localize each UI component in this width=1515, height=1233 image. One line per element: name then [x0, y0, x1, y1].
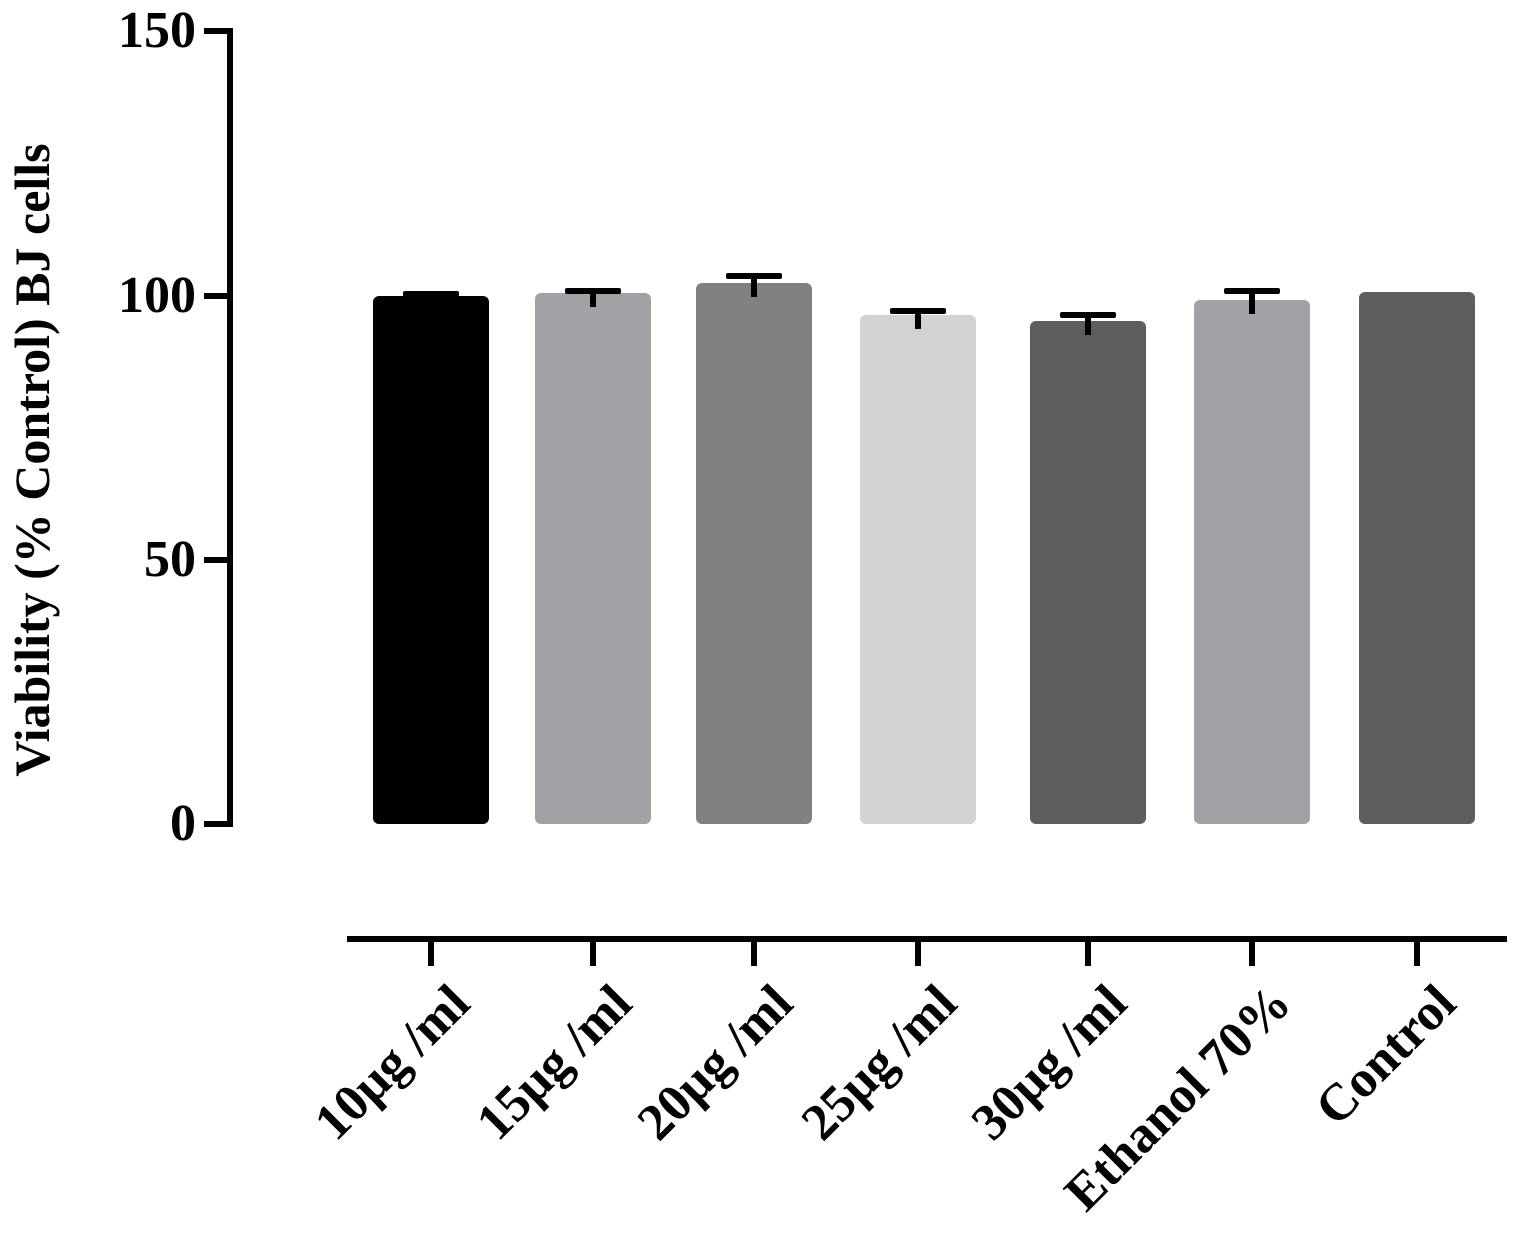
x-axis-line: [347, 936, 1507, 942]
y-axis-tick: [204, 292, 230, 299]
x-tick-label: Control: [1304, 974, 1467, 1137]
x-axis-tick: [590, 941, 596, 966]
error-bar-cap: [1224, 288, 1280, 295]
bar: [1359, 291, 1475, 824]
bar: [860, 314, 976, 824]
x-axis-tick: [1414, 941, 1420, 966]
x-tick-label: 15µg /ml: [465, 974, 643, 1152]
x-axis-tick: [1085, 941, 1091, 966]
error-bar-line: [751, 278, 757, 297]
error-bar-line: [1085, 318, 1091, 335]
x-tick-label: 10µg /ml: [303, 974, 481, 1152]
y-axis-tick: [204, 556, 230, 563]
x-axis-tick: [1249, 941, 1255, 966]
x-axis-tick: [428, 941, 434, 966]
x-tick-label: 20µg /ml: [626, 974, 804, 1152]
error-bar-cap: [890, 308, 946, 315]
y-tick-label: 0: [170, 795, 196, 852]
bar: [1194, 299, 1310, 824]
y-tick-label: 150: [118, 2, 196, 60]
error-bar-cap: [565, 288, 621, 295]
y-tick-label: 50: [144, 530, 196, 588]
bar: [535, 292, 651, 824]
x-tick-label: 25µg /ml: [790, 974, 968, 1152]
y-axis-tick: [204, 821, 230, 827]
bar: [1030, 320, 1146, 824]
y-axis-line: [227, 28, 233, 827]
x-axis-tick: [915, 941, 921, 966]
error-bar-cap: [726, 272, 782, 279]
error-bar-line: [590, 294, 596, 307]
error-bar-line: [428, 297, 434, 310]
y-axis-tick: [204, 28, 230, 35]
y-axis-title: Viability (% Control) BJ cells: [4, 143, 60, 777]
bar: [373, 295, 489, 824]
y-tick-label: 100: [118, 266, 196, 324]
bar: [696, 282, 812, 824]
error-bar-line: [1249, 294, 1255, 314]
x-axis-tick: [751, 941, 757, 966]
error-bar-cap: [403, 291, 459, 298]
error-bar-cap: [1060, 312, 1116, 319]
error-bar-line: [915, 314, 921, 329]
